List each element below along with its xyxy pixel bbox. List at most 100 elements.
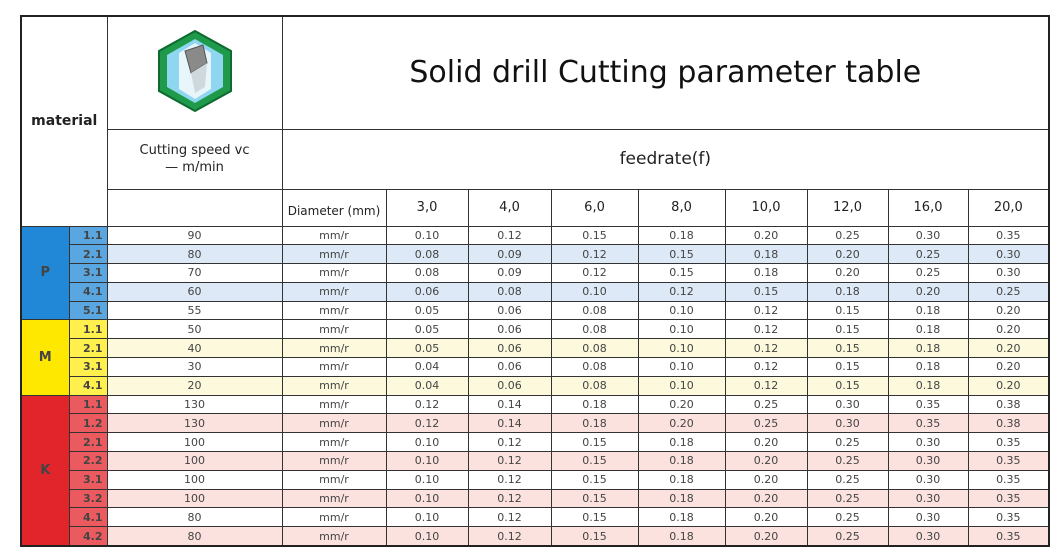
speed-header: Cutting speed vc — m/min	[106, 128, 283, 190]
feed-value: 0.10	[637, 375, 726, 396]
unit: mm/r	[281, 300, 387, 321]
speed-unit-line: — m/min	[165, 160, 224, 175]
feed-value: 0.12	[724, 375, 808, 396]
feed-value: 0.10	[385, 526, 469, 547]
feed-value: 0.20	[637, 413, 726, 434]
icon-cell	[106, 15, 283, 130]
diameter: 4,0	[467, 188, 552, 227]
feed-value: 0.30	[887, 469, 969, 490]
speed: 80	[106, 507, 283, 528]
feed-value: 0.10	[385, 469, 469, 490]
feed-value: 0.18	[724, 244, 808, 265]
feed-value: 0.10	[385, 451, 469, 471]
diameter: 10,0	[724, 188, 808, 227]
unit: mm/r	[281, 451, 387, 471]
feed-value: 0.20	[967, 319, 1050, 340]
data-row: P 1.1 90 mm/r 0.10 0.12 0.15 0.18 0.20 0.25 0.30 0.…	[20, 225, 1050, 321]
feed-value: 0.15	[637, 244, 726, 265]
material-code: 4.1	[68, 281, 108, 302]
feed-value: 0.10	[637, 338, 726, 359]
feed-value: 0.08	[550, 338, 639, 359]
feed-value: 0.06	[467, 338, 552, 359]
feed-value: 0.15	[806, 357, 889, 377]
data-row: 3.1 100 mm/r 0.10 0.12 0.15 0.18 0.20 0.25 0.30 0.…	[21, 469, 1050, 490]
feed-value: 0.18	[806, 281, 889, 302]
feed-value: 0.25	[806, 451, 889, 471]
group-label: K	[20, 394, 70, 547]
speed: 60	[106, 281, 283, 302]
unit: mm/r	[281, 432, 387, 453]
material-code: 3.1	[68, 263, 108, 283]
feed-value: 0.35	[967, 469, 1050, 490]
feed-value: 0.08	[385, 244, 469, 265]
speed: 100	[106, 488, 283, 509]
diameter: 3,0	[385, 188, 469, 227]
unit: mm/r	[281, 488, 387, 509]
feed-value: 0.08	[550, 319, 639, 340]
unit: mm/r	[281, 375, 387, 396]
feed-value: 0.10	[637, 357, 726, 377]
feed-value: 0.15	[806, 375, 889, 396]
feed-value: 0.30	[887, 507, 969, 528]
feed-value: 0.20	[967, 300, 1050, 321]
diameter: 8,0	[637, 188, 726, 227]
material-code: 2.2	[68, 451, 108, 471]
feed-value: 0.18	[887, 319, 969, 340]
feed-value: 0.35	[967, 507, 1050, 528]
feed-value: 0.10	[637, 300, 726, 321]
feed-value: 0.18	[724, 263, 808, 283]
feed-value: 0.20	[724, 526, 808, 547]
feed-value: 0.12	[467, 526, 552, 547]
speed: 20	[106, 375, 283, 396]
feed-value: 0.25	[806, 526, 889, 547]
feed-value: 0.25	[887, 263, 969, 283]
unit: mm/r	[281, 507, 387, 528]
feed-value: 0.35	[967, 451, 1050, 471]
data-row: 3.2 100 mm/r 0.10 0.12 0.15 0.18 0.20 0.25 0.30 0.…	[21, 488, 1050, 509]
table-title: Solid drill Cutting parameter table	[281, 15, 1050, 130]
feed-value: 0.12	[467, 488, 552, 509]
unit: mm/r	[281, 244, 387, 265]
material-code: 1.1	[68, 319, 108, 340]
feed-value: 0.30	[967, 263, 1050, 283]
feed-value: 0.20	[967, 338, 1050, 359]
feed-value: 0.12	[467, 225, 552, 246]
feed-value: 0.05	[385, 319, 469, 340]
speed: 130	[106, 394, 283, 415]
feed-value: 0.15	[806, 300, 889, 321]
feed-value: 0.18	[887, 338, 969, 359]
speed: 30	[106, 357, 283, 377]
feed-value: 0.10	[550, 281, 639, 302]
feed-value: 0.15	[806, 338, 889, 359]
unit: mm/r	[281, 357, 387, 377]
feed-value: 0.12	[385, 394, 469, 415]
feed-value: 0.18	[637, 526, 726, 547]
material-code: 3.1	[68, 469, 108, 490]
data-row: 2.1 80 mm/r 0.08 0.09 0.12 0.15 0.18 0.20 0.25 0.3…	[21, 244, 1050, 265]
material-code: 2.1	[68, 432, 108, 453]
diameter: 16,0	[887, 188, 969, 227]
feed-value: 0.12	[724, 338, 808, 359]
parameter-table-wrap: material Solid drill Cutting parameter t…	[20, 15, 1051, 548]
unit: mm/r	[281, 281, 387, 302]
feed-value: 0.12	[724, 357, 808, 377]
unit: mm/r	[281, 225, 387, 246]
speed: 100	[106, 469, 283, 490]
feed-value: 0.15	[550, 225, 639, 246]
unit: mm/r	[281, 338, 387, 359]
feed-value: 0.15	[550, 451, 639, 471]
feed-value: 0.12	[467, 451, 552, 471]
data-row: 2.2 100 mm/r 0.10 0.12 0.15 0.18 0.20 0.25 0.30 0.…	[21, 451, 1050, 471]
speed: 80	[106, 244, 283, 265]
speed: 100	[106, 451, 283, 471]
data-row: 1.2 130 mm/r 0.12 0.14 0.18 0.20 0.25 0.30 0.35 0.…	[21, 413, 1050, 434]
feed-header: feedrate(f)	[281, 128, 1050, 190]
feed-value: 0.10	[385, 507, 469, 528]
feed-value: 0.18	[887, 357, 969, 377]
feed-value: 0.08	[550, 357, 639, 377]
data-row: K 1.1 130 mm/r 0.12 0.14 0.18 0.20 0.25 0.30 0.35 0…	[20, 394, 1050, 547]
feed-value: 0.08	[550, 375, 639, 396]
feed-value: 0.12	[637, 281, 726, 302]
feed-value: 0.25	[806, 469, 889, 490]
feed-value: 0.30	[806, 394, 889, 415]
